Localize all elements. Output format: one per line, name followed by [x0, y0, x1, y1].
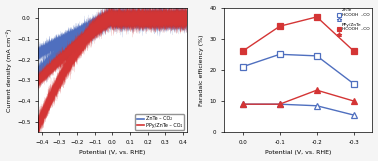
Y-axis label: Faradaic efficiency (%): Faradaic efficiency (%)	[199, 34, 204, 106]
Y-axis label: Current density (mA cm⁻²): Current density (mA cm⁻²)	[6, 28, 12, 112]
Legend: ZnTe – CO₂, PPy/ZnTe – CO₂: ZnTe – CO₂, PPy/ZnTe – CO₂	[135, 114, 184, 130]
Legend: ZnTe, HCOOH  –CO, , PPy/ZnTe, HCOOH  –CO, : ZnTe, HCOOH –CO, , PPy/ZnTe, HCOOH –CO,	[336, 7, 370, 37]
X-axis label: Potential (V, vs. RHE): Potential (V, vs. RHE)	[265, 150, 332, 155]
X-axis label: Potential (V, vs. RHE): Potential (V, vs. RHE)	[79, 150, 146, 155]
